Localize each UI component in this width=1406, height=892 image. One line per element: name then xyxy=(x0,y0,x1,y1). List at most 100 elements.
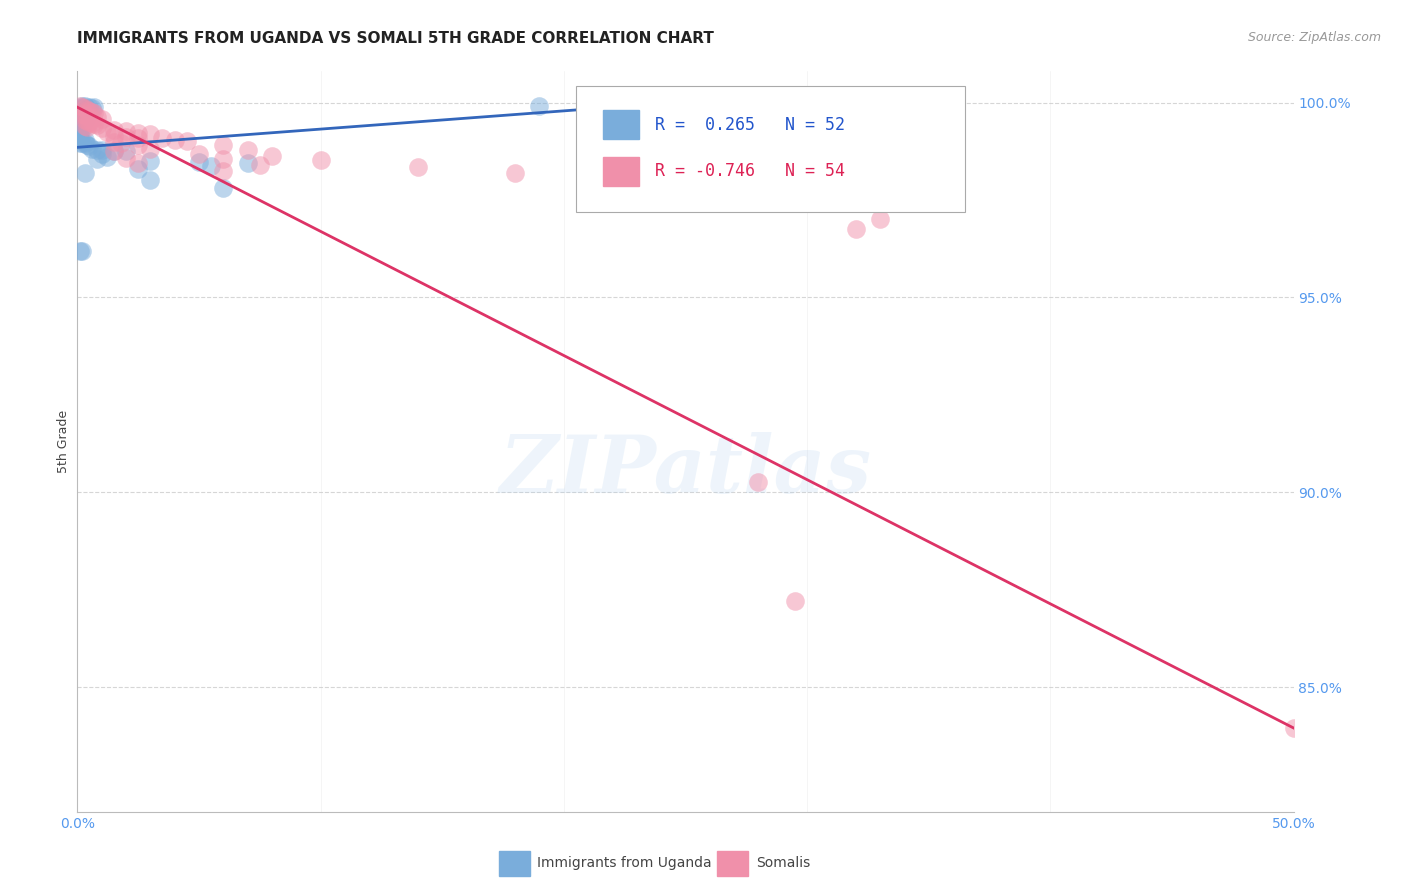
Point xyxy=(115,123,138,137)
Point xyxy=(80,141,103,155)
Point xyxy=(212,163,235,178)
Point xyxy=(73,132,96,146)
Text: Somalis: Somalis xyxy=(756,856,811,871)
Point xyxy=(80,101,103,115)
Point xyxy=(188,154,211,169)
Point xyxy=(73,108,96,122)
Point xyxy=(103,123,125,137)
Point xyxy=(70,117,93,131)
Point xyxy=(70,99,93,113)
Point xyxy=(83,106,105,120)
Point xyxy=(70,112,93,126)
Point xyxy=(103,128,125,143)
Point xyxy=(86,118,108,132)
FancyBboxPatch shape xyxy=(603,110,640,139)
Point xyxy=(73,104,96,119)
Point xyxy=(69,105,91,120)
Point xyxy=(503,166,526,180)
Point xyxy=(76,103,98,118)
Point xyxy=(86,143,108,157)
Point xyxy=(127,137,149,152)
Point xyxy=(70,244,93,259)
Point xyxy=(69,125,91,139)
Point xyxy=(83,100,105,114)
Text: Immigrants from Uganda: Immigrants from Uganda xyxy=(537,856,711,871)
Point xyxy=(236,143,259,157)
Point xyxy=(80,116,103,130)
Point xyxy=(188,147,211,161)
Point xyxy=(406,160,429,174)
Point xyxy=(73,108,96,122)
Point xyxy=(212,138,235,153)
Point xyxy=(73,101,96,115)
Point xyxy=(1282,721,1305,735)
Point xyxy=(212,181,235,195)
Point xyxy=(70,136,93,151)
Point xyxy=(115,129,138,144)
Text: IMMIGRANTS FROM UGANDA VS SOMALI 5TH GRADE CORRELATION CHART: IMMIGRANTS FROM UGANDA VS SOMALI 5TH GRA… xyxy=(77,31,714,46)
Point xyxy=(70,100,93,114)
Point xyxy=(70,105,93,120)
Point xyxy=(69,109,91,123)
Point xyxy=(79,115,101,129)
Point xyxy=(869,212,891,227)
Point xyxy=(249,158,271,172)
Point xyxy=(70,107,93,121)
Point xyxy=(747,475,769,490)
Point xyxy=(236,156,259,170)
Point xyxy=(69,244,91,258)
Point xyxy=(73,99,96,113)
Point xyxy=(70,109,93,123)
Point xyxy=(115,151,138,165)
Point xyxy=(152,131,174,145)
Point xyxy=(69,120,91,135)
Text: ZIPatlas: ZIPatlas xyxy=(499,433,872,510)
Point xyxy=(76,120,98,134)
Point xyxy=(83,117,105,131)
Point xyxy=(103,145,125,159)
Point xyxy=(90,147,112,161)
Point xyxy=(90,112,112,126)
Point xyxy=(90,120,112,135)
Point xyxy=(176,134,198,148)
Point xyxy=(115,145,138,159)
Point xyxy=(626,97,648,112)
Point xyxy=(90,143,112,157)
Point xyxy=(309,153,332,168)
Point xyxy=(80,105,103,120)
Point xyxy=(69,132,91,146)
Point xyxy=(96,150,118,164)
Point xyxy=(139,173,162,187)
Point xyxy=(73,119,96,133)
Y-axis label: 5th Grade: 5th Grade xyxy=(58,410,70,473)
Point xyxy=(76,109,98,123)
Text: R = -0.746   N = 54: R = -0.746 N = 54 xyxy=(655,162,845,180)
Point xyxy=(96,125,118,139)
FancyBboxPatch shape xyxy=(576,87,965,212)
Point xyxy=(73,113,96,128)
Point xyxy=(76,105,98,120)
Point xyxy=(139,127,162,141)
Point xyxy=(163,132,186,146)
Text: Source: ZipAtlas.com: Source: ZipAtlas.com xyxy=(1247,31,1381,45)
Point xyxy=(127,161,149,176)
Point xyxy=(103,145,125,159)
Point xyxy=(69,99,91,113)
Point xyxy=(69,117,91,131)
FancyBboxPatch shape xyxy=(603,156,640,186)
Point xyxy=(73,166,96,180)
Point xyxy=(103,136,125,150)
Point xyxy=(212,152,235,166)
Point xyxy=(70,120,93,135)
Point xyxy=(79,139,101,153)
Point xyxy=(86,152,108,166)
Point xyxy=(69,128,91,143)
Point xyxy=(69,136,91,151)
Point xyxy=(127,156,149,170)
Point xyxy=(127,130,149,145)
Point xyxy=(76,109,98,123)
Point xyxy=(79,104,101,119)
Text: R =  0.265   N = 52: R = 0.265 N = 52 xyxy=(655,116,845,134)
Point xyxy=(260,149,283,163)
Point xyxy=(529,99,551,113)
